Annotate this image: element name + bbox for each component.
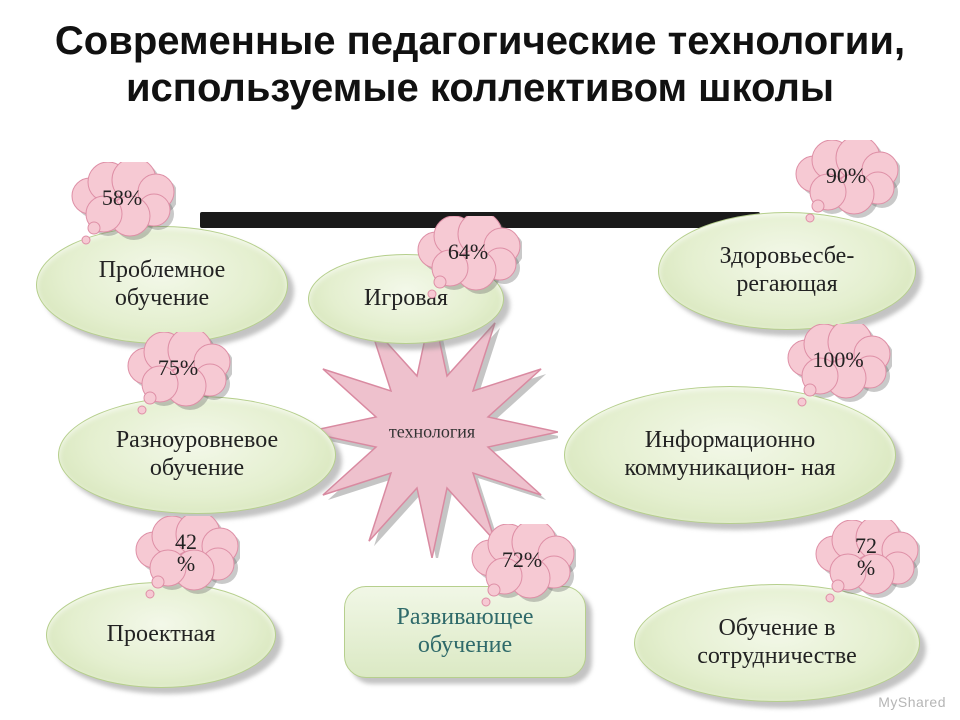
tech-project: Проектная 42 %: [46, 582, 276, 688]
diagram-stage: Современные педагогические технологии, и…: [0, 0, 960, 720]
tech-health: Здоровьесбе-регающая 90%: [658, 212, 916, 330]
page-title: Современные педагогические технологии, и…: [40, 18, 920, 112]
tech-problem: Проблемноеобучение 58%: [36, 226, 288, 344]
svg-text:58%: 58%: [102, 185, 142, 210]
tech-problem-percent-cloud: 58%: [68, 162, 176, 255]
svg-text:90%: 90%: [826, 163, 866, 188]
tech-health-percent-cloud: 90%: [792, 140, 900, 233]
svg-text:64%: 64%: [448, 239, 488, 264]
tech-coop-percent-cloud: 72 %: [812, 520, 920, 613]
starburst-label: технология: [389, 422, 475, 443]
svg-text:75%: 75%: [158, 355, 198, 380]
svg-text:72%: 72%: [502, 547, 542, 572]
svg-text:%: %: [177, 551, 195, 576]
tech-ict-percent-cloud: 100%: [784, 324, 892, 417]
svg-text:100%: 100%: [812, 347, 863, 372]
tech-develop: Развивающееобучение 72%: [344, 586, 586, 678]
tech-develop-percent-cloud: 72%: [468, 524, 576, 617]
watermark: MyShared: [878, 694, 946, 710]
tech-levels: Разноуровневоеобучение 75%: [58, 396, 336, 514]
tech-coop: Обучение всотрудничестве 72 %: [634, 584, 920, 702]
tech-game-percent-cloud: 64%: [414, 216, 522, 309]
svg-text:%: %: [857, 555, 875, 580]
tech-levels-percent-cloud: 75%: [124, 332, 232, 425]
tech-ict: Информационнокоммуникацион- ная 100%: [564, 386, 896, 524]
tech-project-percent-cloud: 42 %: [132, 516, 240, 609]
tech-game: Игровая 64%: [308, 254, 504, 344]
